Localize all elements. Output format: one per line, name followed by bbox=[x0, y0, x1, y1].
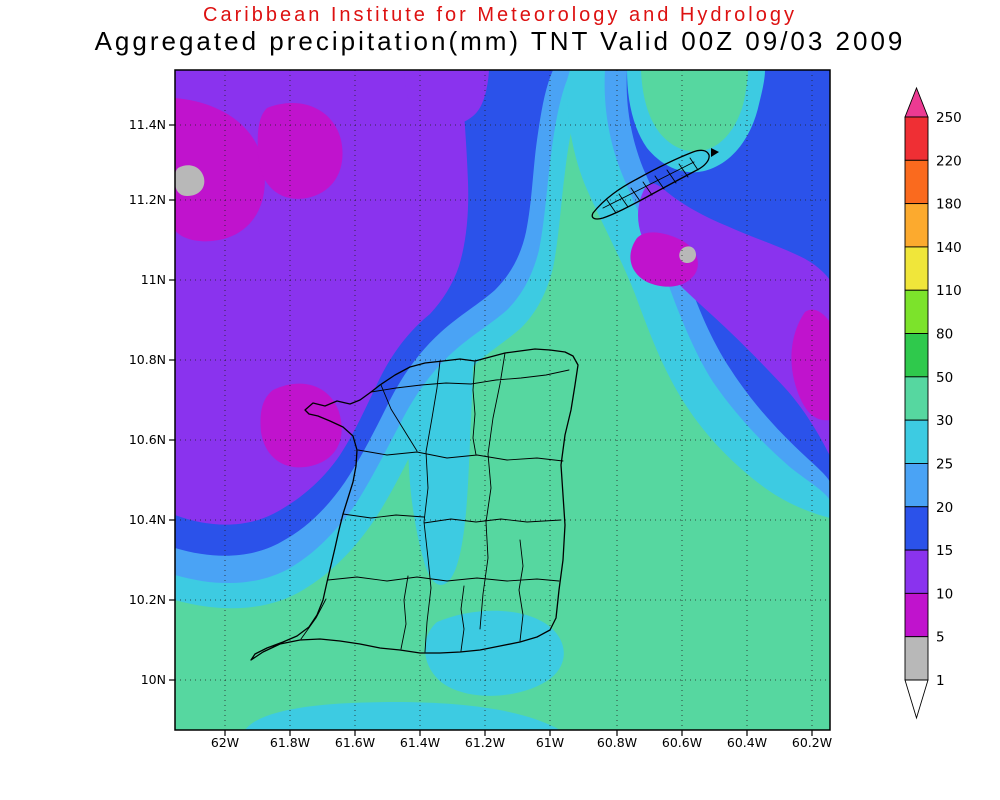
lat-axis-label: 11.2N bbox=[129, 192, 166, 207]
colorbar-tick-label: 1 bbox=[936, 673, 945, 689]
colorbar-tick-label: 180 bbox=[936, 197, 962, 213]
lon-axis-label: 60.2W bbox=[792, 735, 832, 750]
lat-axis-label: 11N bbox=[141, 272, 166, 287]
colorbar-cell-20-25 bbox=[905, 463, 928, 506]
lon-axis-label: 60.4W bbox=[727, 735, 767, 750]
colorbar-tick-label: 20 bbox=[936, 500, 953, 516]
colorbar-arrow-above-max bbox=[905, 88, 928, 117]
colorbar-cell-1-5 bbox=[905, 637, 928, 680]
lat-axis-label: 10.4N bbox=[129, 512, 166, 527]
colorbar-tick-label: 220 bbox=[936, 153, 962, 169]
plot-title: Aggregated precipitation(mm) TNT Valid 0… bbox=[0, 26, 1000, 57]
contour-region-5-10 bbox=[261, 384, 342, 468]
map-plot bbox=[175, 70, 830, 730]
lon-axis-label: 61.4W bbox=[400, 735, 440, 750]
colorbar-cell-180-220 bbox=[905, 160, 928, 203]
lon-axis-label: 60.8W bbox=[597, 735, 637, 750]
lon-axis-label: 60.6W bbox=[662, 735, 702, 750]
colorbar-cell-140-180 bbox=[905, 204, 928, 247]
colorbar-cell-50-80 bbox=[905, 334, 928, 377]
colorbar-tick-label: 50 bbox=[936, 370, 953, 386]
lon-axis-label: 61W bbox=[536, 735, 564, 750]
contour-fill-regions bbox=[175, 70, 830, 730]
colorbar-cell-25-30 bbox=[905, 420, 928, 463]
colorbar-arrow-below-min bbox=[905, 680, 928, 718]
colorbar-cell-5-10 bbox=[905, 593, 928, 636]
lat-axis-label: 10.8N bbox=[129, 352, 166, 367]
colorbar-cell-110-140 bbox=[905, 247, 928, 290]
lat-axis-label: 11.4N bbox=[129, 117, 166, 132]
lon-axis-label: 61.8W bbox=[270, 735, 310, 750]
colorbar: 250 220 180 140 110 80 50 30 25 20 15 10 5 1 bbox=[905, 88, 962, 718]
weather-map-screenshot: Caribbean Institute for Meteorology and … bbox=[0, 0, 1000, 800]
colorbar-tick-label: 25 bbox=[936, 456, 953, 472]
lon-axis-label: 61.6W bbox=[335, 735, 375, 750]
colorbar-cell-10-15 bbox=[905, 550, 928, 593]
institute-title: Caribbean Institute for Meteorology and … bbox=[0, 4, 1000, 27]
colorbar-tick-label: 140 bbox=[936, 240, 962, 256]
colorbar-tick-label: 80 bbox=[936, 327, 953, 343]
colorbar-tick-label: 110 bbox=[936, 283, 962, 299]
colorbar-cell-220-250 bbox=[905, 117, 928, 160]
lat-axis-label: 10.6N bbox=[129, 432, 166, 447]
colorbar-cell-15-20 bbox=[905, 507, 928, 550]
colorbar-cell-30-50 bbox=[905, 377, 928, 420]
colorbar-tick-label: 5 bbox=[936, 630, 945, 646]
colorbar-cell-80-110 bbox=[905, 290, 928, 333]
colorbar-tick-label: 250 bbox=[936, 110, 962, 126]
lon-axis-label: 62W bbox=[211, 735, 239, 750]
colorbar-tick-label: 10 bbox=[936, 586, 953, 602]
lat-axis-label: 10N bbox=[141, 672, 166, 687]
colorbar-tick-label: 30 bbox=[936, 413, 953, 429]
lon-axis-label: 61.2W bbox=[465, 735, 505, 750]
precipitation-map-canvas: 11.4N 11.2N 11N 10.8N 10.6N 10.4N 10.2N 10N 62W 6… bbox=[0, 0, 1000, 800]
lat-axis-label: 10.2N bbox=[129, 592, 166, 607]
colorbar-tick-label: 15 bbox=[936, 543, 953, 559]
